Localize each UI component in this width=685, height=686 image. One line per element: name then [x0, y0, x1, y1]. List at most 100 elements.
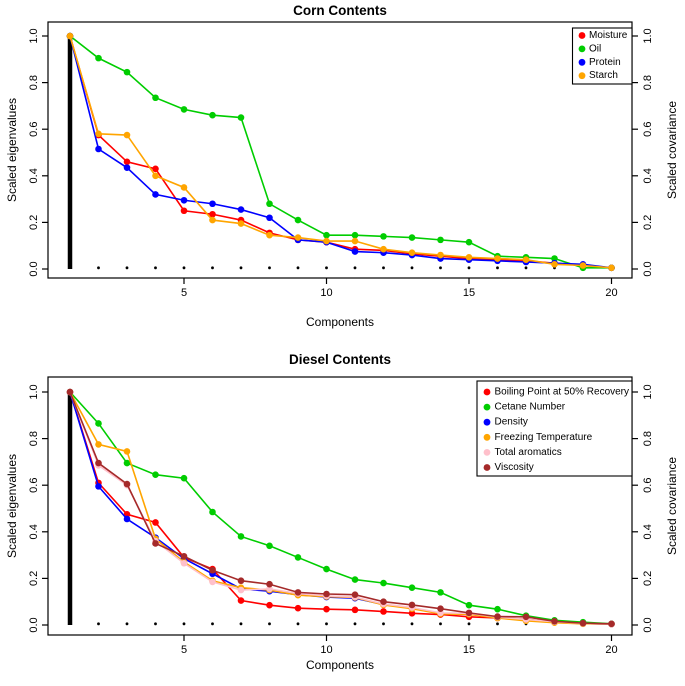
- eigenvalue-point: [325, 266, 328, 270]
- y-tick-label-left: 0.8: [28, 75, 40, 90]
- y-tick-label-left: 0.6: [28, 478, 40, 493]
- eigenvalue-point: [439, 266, 442, 270]
- series-point-viscosity: [209, 566, 216, 574]
- series-point-cetane-number: [465, 601, 473, 609]
- series-point-starch: [123, 131, 131, 139]
- eigenvalue-point: [154, 266, 157, 270]
- x-tick-label: 5: [181, 644, 187, 656]
- legend-swatch-total-aromatics: [483, 449, 491, 456]
- y-tick-label-right: 0.4: [642, 524, 654, 539]
- eigenvalue-point: [239, 266, 243, 270]
- eigenvalue-point: [296, 266, 300, 270]
- series-point-cetane-number: [237, 533, 245, 540]
- legend-label-boiling-point-at-50-recovery: Boiling Point at 50% Recovery: [495, 387, 630, 398]
- series-line-oil: [69, 35, 612, 269]
- legend-box: [476, 380, 633, 477]
- legend-label-starch: Starch: [589, 70, 618, 81]
- series-point-cetane-number: [266, 542, 273, 550]
- y-tick-label-left: 0.4: [28, 524, 40, 539]
- series-point-oil: [95, 54, 102, 62]
- x-tick-label: 10: [320, 644, 332, 656]
- legend-label-density: Density: [495, 417, 528, 428]
- y-tick-label-right: 0.8: [642, 75, 654, 90]
- eigenvalue-point: [211, 266, 214, 270]
- series-point-cetane-number: [95, 420, 102, 427]
- eigenvalue-point: [410, 622, 414, 626]
- series-point-cetane-number: [408, 584, 416, 592]
- series-point-oil: [152, 94, 159, 102]
- eigenvalue-point: [239, 622, 243, 626]
- series-point-boiling-point-at-50-recovery: [380, 608, 387, 615]
- eigenvalue-point: [125, 622, 129, 626]
- plot-border: [47, 376, 633, 636]
- series-point-moisture: [180, 207, 188, 215]
- series-point-starch: [408, 249, 416, 256]
- series-point-viscosity: [323, 590, 330, 598]
- series-point-starch: [437, 251, 444, 259]
- diesel-chart-title: Diesel Contents: [288, 352, 392, 367]
- series-point-viscosity: [180, 552, 188, 560]
- series-point-protein: [152, 191, 159, 198]
- eigenvalue-point: [154, 622, 157, 626]
- series-point-viscosity: [237, 577, 245, 585]
- eigenvalue-point: [467, 266, 471, 270]
- eigenvalue-point: [268, 622, 271, 626]
- y-tick-label-right: 1.0: [642, 384, 654, 399]
- series-point-boiling-point-at-50-recovery: [237, 597, 245, 604]
- series-point-moisture: [152, 165, 159, 173]
- series-point-starch: [209, 216, 216, 224]
- series-point-protein: [180, 196, 188, 204]
- legend-swatch-oil: [578, 45, 586, 53]
- series-point-viscosity: [408, 601, 416, 609]
- series-point-cetane-number: [351, 576, 359, 583]
- eigenvalue-point: [496, 622, 499, 626]
- legend-label-cetane-number: Cetane Number: [495, 402, 566, 413]
- legend-label-protein: Protein: [589, 57, 621, 68]
- y-tick-label-right: 0.4: [642, 168, 654, 183]
- series-point-cetane-number: [323, 565, 330, 573]
- series-point-starch: [180, 184, 188, 191]
- y-tick-label-left: 0.8: [28, 431, 40, 446]
- series-point-moisture: [209, 210, 216, 218]
- series-line-starch: [69, 35, 612, 269]
- series-point-cetane-number: [152, 471, 159, 479]
- series-point-starch: [465, 254, 473, 261]
- series-point-boiling-point-at-50-recovery: [323, 605, 330, 613]
- legend-label-total-aromatics: Total aromatics: [495, 447, 562, 458]
- series-point-cetane-number: [294, 554, 302, 561]
- series-point-starch: [494, 255, 501, 262]
- series-point-oil: [351, 231, 359, 239]
- series-point-protein: [95, 145, 102, 153]
- x-tick-label: 15: [463, 287, 475, 299]
- legend-swatch-density: [483, 418, 491, 426]
- legend-swatch-freezing-temperature: [483, 433, 491, 441]
- x-tick-label: 5: [181, 287, 187, 299]
- series-point-protein: [237, 206, 245, 213]
- x-tick-label: 15: [463, 644, 475, 656]
- series-point-viscosity: [551, 617, 558, 625]
- series-point-total-aromatics: [209, 578, 216, 586]
- series-point-viscosity: [380, 598, 387, 605]
- series-point-oil: [237, 114, 245, 121]
- series-point-viscosity: [465, 609, 473, 617]
- series-point-boiling-point-at-50-recovery: [408, 610, 416, 617]
- series-point-protein: [209, 200, 216, 208]
- eigenvalue-point: [524, 266, 528, 270]
- eigenvalue-point: [211, 622, 214, 626]
- eigenvalue-point: [125, 266, 129, 270]
- series-point-viscosity: [294, 589, 302, 596]
- x-tick-label: 10: [320, 287, 332, 299]
- eigenvalue-point: [353, 622, 357, 626]
- series-point-starch: [237, 220, 245, 227]
- diesel-plot: 0.0 0.0 0.2 0.2 0.4 0.4 0.6 0.6 0.8 0.8 1.0 1.0 5 10 1…: [28, 376, 654, 656]
- legend-swatch-viscosity: [483, 464, 491, 471]
- series-point-starch: [608, 264, 615, 272]
- series-point-cetane-number: [437, 589, 444, 596]
- x-tick-label: 20: [605, 644, 617, 656]
- legend-label-moisture: Moisture: [589, 30, 628, 41]
- eigenvalue-point: [268, 266, 271, 270]
- series-point-protein: [351, 248, 359, 255]
- series-point-boiling-point-at-50-recovery: [266, 601, 273, 609]
- y-tick-label-right: 0.6: [642, 122, 654, 137]
